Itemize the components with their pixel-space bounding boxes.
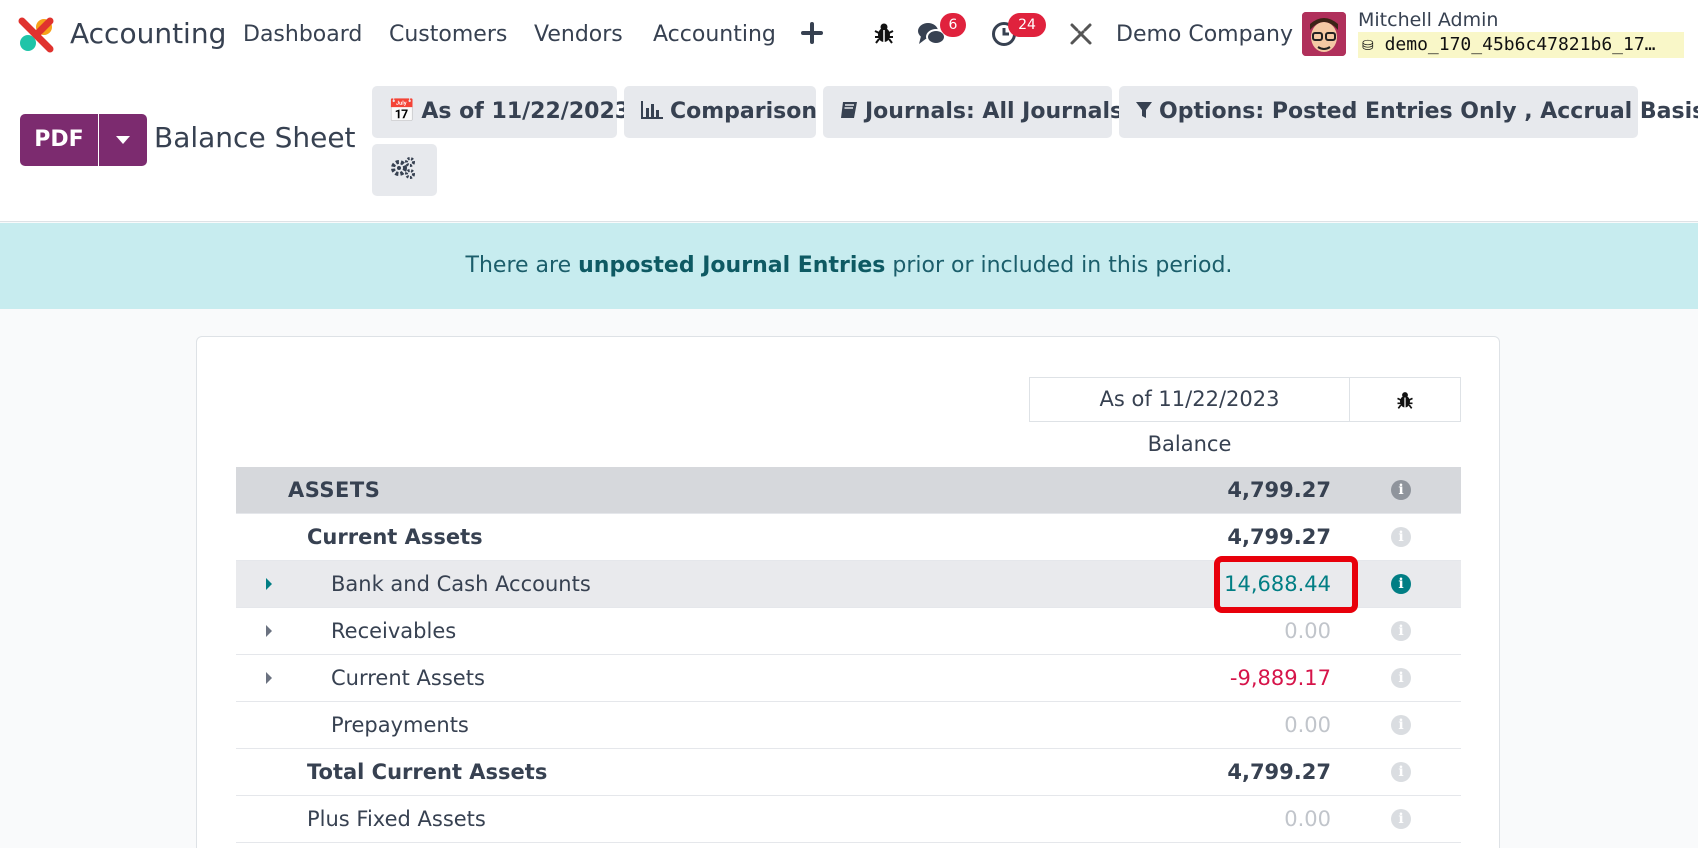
row-amount[interactable]: 0.00 [1284,713,1331,737]
info-icon[interactable]: i [1391,762,1411,782]
row-label: Receivables [331,619,457,643]
journals-label: Journals: All Journals [865,99,1124,124]
report-row-bank-and-cash[interactable]: Bank and Cash Accounts 14,688.44 i [236,556,1461,613]
alert-text-after: prior or included in this period. [885,253,1233,278]
row-amount[interactable]: 4,799.27 [1227,525,1331,549]
menu-customers[interactable]: Customers [389,22,508,47]
date-filter-label: As of 11/22/2023 [421,99,631,124]
info-icon[interactable]: i [1391,809,1411,829]
bug-icon [1397,392,1413,409]
expand-caret-icon[interactable] [266,578,272,590]
row-label: Current Assets [331,666,485,690]
report-row-plus-fixed-assets[interactable]: Plus Fixed Assets 0.00 i [236,796,1461,843]
messages-icon[interactable] [917,20,947,48]
menu-accounting[interactable]: Accounting [653,22,776,47]
info-icon[interactable]: i [1391,480,1411,500]
date-filter-button[interactable]: 📅 As of 11/22/2023 [372,86,630,138]
export-dropdown-toggle[interactable] [99,114,147,166]
settings-button[interactable] [372,144,437,196]
menu-dashboard[interactable]: Dashboard [243,22,363,47]
page-title: Balance Sheet [154,121,356,154]
filter-icon [1135,86,1153,138]
expand-caret-icon[interactable] [266,672,272,684]
row-amount[interactable]: 0.00 [1284,807,1331,831]
report-row-receivables[interactable]: Receivables 0.00 i [236,608,1461,655]
unposted-entries-link[interactable]: unposted Journal Entries [578,253,886,278]
top-navbar: Accounting Dashboard Customers Vendors A… [0,0,1698,68]
row-label: ASSETS [288,478,381,502]
report-row-total-current-assets[interactable]: Total Current Assets 4,799.27 i [236,749,1461,796]
column-subheader-balance: Balance [1147,432,1232,456]
row-label: Total Current Assets [307,760,548,784]
calendar-icon: 📅 [388,99,416,124]
row-amount[interactable]: 14,688.44 [1224,572,1331,596]
company-switcher[interactable]: Demo Company [1116,22,1294,47]
bar-chart-icon [640,86,664,138]
pdf-button[interactable]: PDF [20,114,98,166]
caret-down-icon [116,136,130,144]
row-label: Prepayments [331,713,469,737]
database-icon: ⛁ [1362,38,1374,54]
row-label: Bank and Cash Accounts [331,572,591,596]
info-icon[interactable]: i [1391,527,1411,547]
user-name[interactable]: Mitchell Admin [1358,9,1499,31]
report-row-current-assets-group[interactable]: Current Assets 4,799.27 i [236,514,1461,561]
avatar[interactable] [1302,12,1346,56]
row-amount[interactable]: 4,799.27 [1227,760,1331,784]
unposted-entries-alert: There are unposted Journal Entries prior… [0,223,1698,309]
options-filter-button[interactable]: Options: Posted Entries Only , Accrual B… [1119,86,1698,138]
row-amount[interactable]: 0.00 [1284,619,1331,643]
database-name: ⛁ demo_170_45b6c47821b6_17… [1358,32,1684,58]
row-amount[interactable]: -9,889.17 [1229,666,1331,690]
options-label: Options: Posted Entries Only , Accrual B… [1159,99,1698,124]
alert-text-before: There are [465,253,579,278]
column-header-date: As of 11/22/2023 [1029,377,1350,422]
gears-icon [391,157,415,179]
report-row-assets[interactable]: ASSETS 4,799.27 i [236,467,1461,514]
info-icon[interactable]: i [1391,668,1411,688]
report-row-current-assets[interactable]: Current Assets -9,889.17 i [236,655,1461,702]
app-logo-icon[interactable] [18,17,54,53]
row-amount[interactable]: 4,799.27 [1227,478,1331,502]
bug-icon[interactable] [872,21,896,45]
activities-badge: 24 [1008,13,1046,37]
database-name-text: demo_170_45b6c47821b6_17… [1384,34,1656,55]
book-icon [839,86,859,138]
report-card: As of 11/22/2023 Balance ASSETS 4,799.27… [196,336,1500,848]
journals-filter-button[interactable]: Journals: All Journals [823,86,1123,138]
control-panel: PDF Balance Sheet 📅 As of 11/22/2023 Comp… [0,68,1698,222]
info-icon[interactable]: i [1391,621,1411,641]
info-icon[interactable]: i [1391,715,1411,735]
comparison-label: Comparison [670,99,818,124]
expand-caret-icon[interactable] [266,625,272,637]
column-header-debug[interactable] [1350,377,1461,422]
plus-icon[interactable] [801,22,823,44]
menu-vendors[interactable]: Vendors [534,22,623,47]
tools-icon[interactable] [1069,22,1093,46]
info-icon[interactable]: i [1391,574,1411,594]
app-name[interactable]: Accounting [70,17,227,50]
row-label: Current Assets [307,525,483,549]
report-row-prepayments[interactable]: Prepayments 0.00 i [236,702,1461,749]
messages-badge: 6 [940,13,966,37]
highlight-box [1214,556,1358,613]
row-label: Plus Fixed Assets [307,807,486,831]
comparison-button[interactable]: Comparison [624,86,818,138]
